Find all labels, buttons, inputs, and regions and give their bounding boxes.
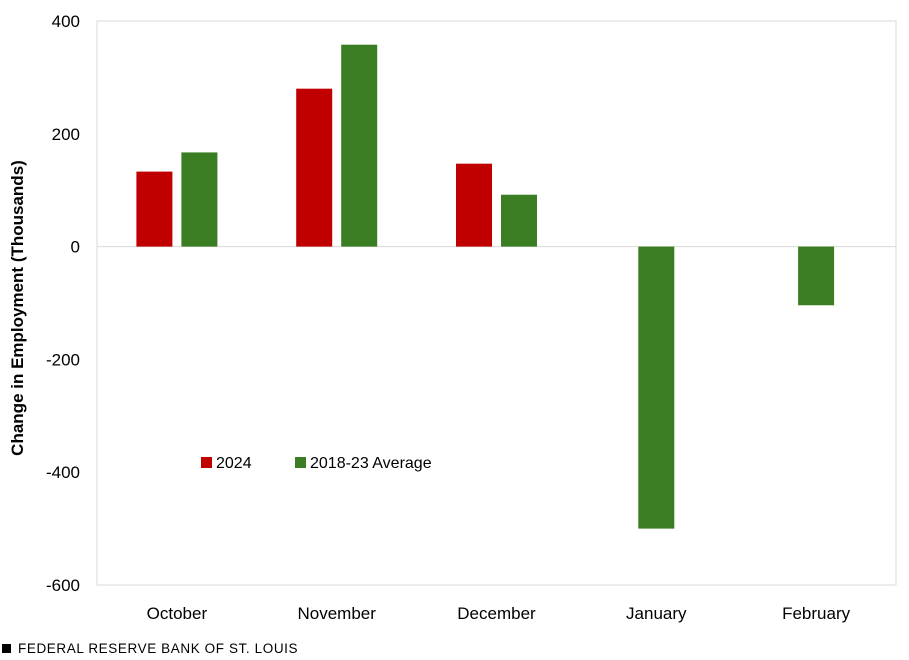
footer-source-text: FEDERAL RESERVE BANK OF ST. LOUIS xyxy=(18,641,299,656)
bar-chart: 400 200 0 -200 -400 -600 October November Decem… xyxy=(8,12,897,623)
footer-source: FEDERAL RESERVE BANK OF ST. LOUIS xyxy=(2,641,298,656)
legend-swatch xyxy=(295,457,306,468)
plot-border xyxy=(96,20,897,586)
bar-october-2018-23-average xyxy=(181,152,218,247)
footer-square-icon xyxy=(2,644,11,653)
x-tick-labels: October November December January February xyxy=(147,604,851,623)
bar-december-2018-23-average xyxy=(501,194,537,247)
bars xyxy=(136,44,835,529)
bar-november-2018-23-average xyxy=(341,44,378,247)
legend: 2024 2018-23 Average xyxy=(201,455,432,472)
y-tick-label: -200 xyxy=(46,350,80,369)
legend-label: 2018-23 Average xyxy=(310,455,432,472)
x-tick-label: February xyxy=(782,604,851,623)
y-axis-label: Change in Employment (Thousands) xyxy=(8,160,27,456)
y-tick-label: -400 xyxy=(46,463,80,482)
x-tick-label: November xyxy=(297,604,376,623)
chart-axes xyxy=(96,20,897,586)
bar-october-2024 xyxy=(136,171,173,247)
bar-january-2018-23-average xyxy=(638,246,675,529)
x-tick-label: October xyxy=(147,604,208,623)
y-tick-label: 400 xyxy=(52,12,80,31)
bar-february-2018-23-average xyxy=(798,246,835,306)
x-tick-label: January xyxy=(626,604,687,623)
bar-december-2024 xyxy=(456,163,492,247)
bar-november-2024 xyxy=(296,88,333,247)
y-tick-label: 0 xyxy=(71,238,80,257)
x-tick-label: December xyxy=(457,604,536,623)
y-tick-label: 200 xyxy=(52,125,80,144)
y-tick-labels: 400 200 0 -200 -400 -600 xyxy=(46,12,80,595)
y-tick-label: -600 xyxy=(46,576,80,595)
legend-label: 2024 xyxy=(216,455,252,472)
legend-swatch xyxy=(201,457,212,468)
